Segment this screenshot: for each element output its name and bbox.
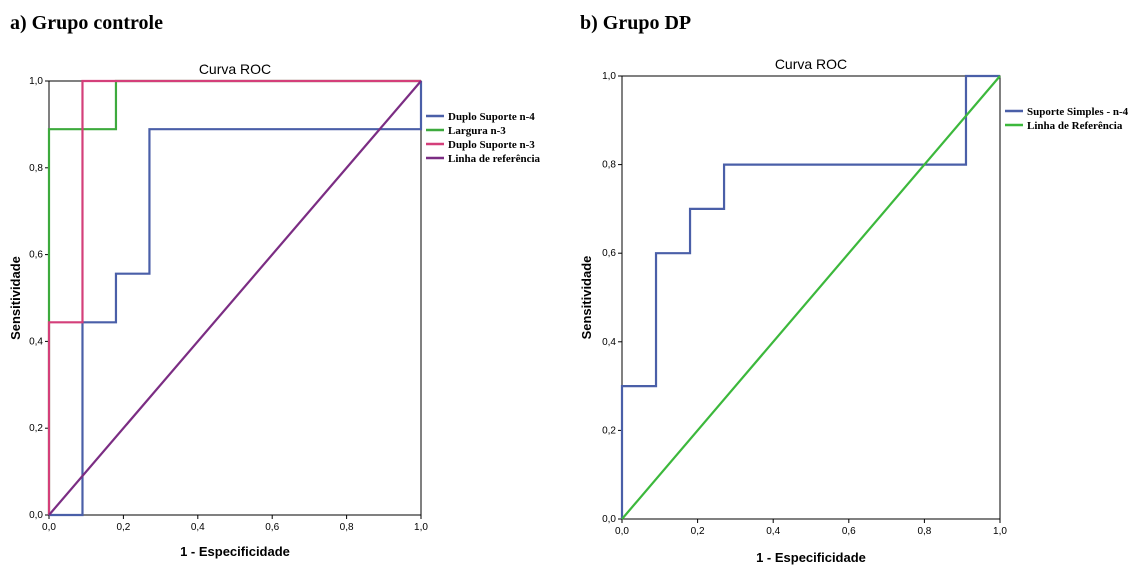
legend-label: Linha de referência [448, 153, 541, 165]
chart-b: Curva ROC 0,0 0,2 0,4 0,6 0,8 1,0 0,0 0,2 0,4 0,6 0… [579, 56, 1129, 565]
y-tick-label: 1,0 [602, 71, 616, 82]
panel-b-title: b) Grupo DP [580, 12, 692, 34]
chart-title: Curva ROC [199, 61, 271, 77]
x-tick-label: 0,6 [265, 522, 279, 533]
x-tick-label: 1,0 [414, 522, 428, 533]
plot-frame [621, 75, 1001, 520]
x-axis-label: 1 - Especificidade [756, 550, 866, 565]
x-tick-label: 0,2 [116, 522, 130, 533]
y-tick-label: 0,8 [602, 160, 616, 171]
panel-a-title: a) Grupo controle [10, 12, 163, 34]
y-tick-label: 0,4 [29, 336, 43, 347]
y-tick-label: 0,6 [602, 248, 616, 259]
x-tick-label: 0,6 [842, 526, 856, 537]
series-line-1 [620, 74, 1000, 519]
legend-label: Duplo Suporte n-3 [448, 139, 535, 151]
legend-label: Suporte Simples - n-4 [1027, 106, 1129, 118]
series-line-4 [48, 80, 422, 516]
y-tick-label: 0,2 [602, 425, 616, 436]
y-axis-label: Sensitividade [8, 256, 23, 340]
y-tick-label: 0,4 [602, 337, 616, 348]
y-tick-label: 1,0 [29, 76, 43, 87]
series-line-1 [49, 81, 423, 517]
x-tick-label: 0,0 [42, 522, 56, 533]
x-tick-label: 0,4 [191, 522, 205, 533]
series-line-2 [621, 75, 1001, 520]
y-tick-label: 0,2 [29, 423, 43, 434]
y-tick-label: 0,6 [29, 250, 43, 261]
y-tick-label: 0,0 [29, 510, 43, 521]
x-tick-label: 1,0 [993, 526, 1007, 537]
chart-a: Curva ROC 0,0 0,2 0,4 0,6 0,8 1,0 0,0 0,2 0,4 0,6 0… [8, 61, 541, 559]
y-tick-label: 0,0 [602, 514, 616, 525]
x-tick-label: 0,8 [340, 522, 354, 533]
chart-title: Curva ROC [775, 56, 847, 72]
legend-label: Linha de Referência [1027, 120, 1123, 132]
x-tick-label: 0,0 [615, 526, 629, 537]
y-axis-label: Sensitividade [579, 256, 594, 340]
y-tick-label: 0,8 [29, 163, 43, 174]
legend-label: Largura n-3 [448, 125, 506, 137]
series-line-3 [47, 79, 421, 515]
x-axis-label: 1 - Especificidade [180, 544, 290, 559]
x-tick-label: 0,2 [691, 526, 705, 537]
legend-label: Duplo Suporte n-4 [448, 111, 535, 123]
x-tick-label: 0,4 [766, 526, 780, 537]
x-tick-label: 0,8 [917, 526, 931, 537]
